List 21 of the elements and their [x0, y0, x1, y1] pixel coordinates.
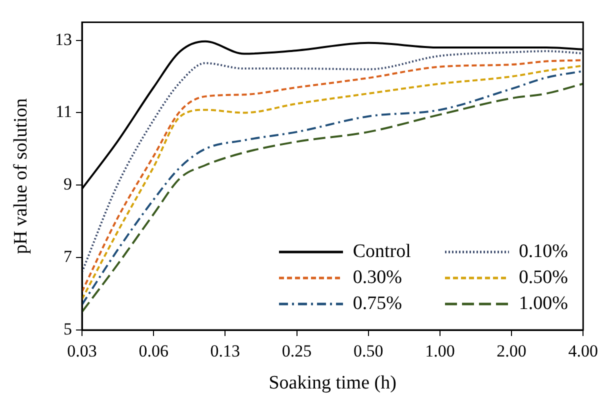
legend-label: 0.30%: [352, 267, 402, 289]
x-tick-label: 0.25: [282, 342, 312, 361]
x-tick-label: 4.00: [568, 342, 598, 361]
legend-label: 0.50%: [518, 267, 568, 289]
y-tick-label: 5: [64, 319, 72, 338]
y-axis-title: pH value of solution: [10, 98, 32, 254]
legend-label: 0.75%: [352, 293, 402, 315]
x-tick-label: 0.06: [138, 342, 168, 361]
legend-label: 0.10%: [518, 241, 568, 263]
x-tick-label: 0.50: [353, 342, 384, 361]
y-tick-label: 13: [55, 30, 72, 49]
y-tick-label: 11: [56, 102, 72, 122]
x-tick-label: 0.03: [67, 342, 97, 361]
legend-label: Control: [352, 241, 411, 263]
legend-label: 1.00%: [518, 293, 568, 315]
y-tick-label: 9: [64, 174, 72, 194]
x-tick-label: 2.00: [496, 342, 526, 361]
y-tick-label: 7: [64, 247, 72, 266]
x-tick-label: 0.13: [210, 342, 240, 361]
x-tick-label: 1.00: [425, 342, 455, 361]
x-axis-title: Soaking time (h): [268, 372, 396, 394]
